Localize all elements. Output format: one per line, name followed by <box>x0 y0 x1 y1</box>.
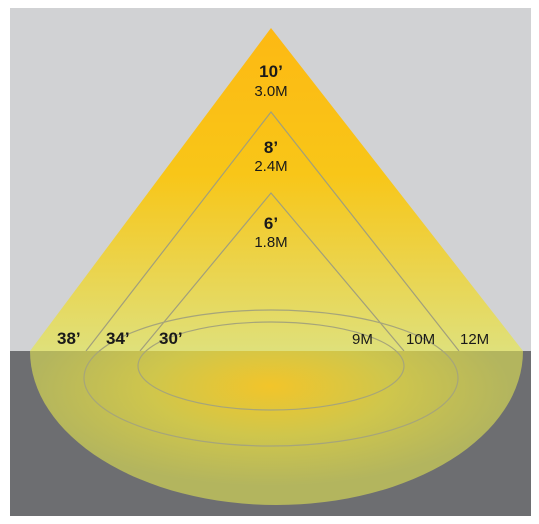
spread-label-10m: 10M <box>406 331 435 348</box>
light-cone-outer <box>30 28 523 351</box>
height-label-6ft: 6’ <box>264 214 278 233</box>
height-label-8ft: 8’ <box>264 138 278 157</box>
spread-label-38ft: 38’ <box>57 329 81 348</box>
light-cone-middle-outline <box>85 111 460 352</box>
height-label-10ft: 10’ <box>259 62 283 81</box>
height-label-2-4m: 2.4M <box>254 158 287 175</box>
floor-light-pool-inner <box>137 321 405 411</box>
floor-light-pool-outer <box>30 351 523 505</box>
height-label-1-8m: 1.8M <box>254 234 287 251</box>
spread-label-12m: 12M <box>460 331 489 348</box>
spread-label-30ft: 30’ <box>159 329 183 348</box>
height-label-3m: 3.0M <box>254 83 287 100</box>
spread-label-9m: 9M <box>352 331 373 348</box>
floor-light-pool-middle <box>83 309 459 447</box>
spread-label-34ft: 34’ <box>106 329 130 348</box>
light-cone-inner-outline <box>139 192 405 352</box>
